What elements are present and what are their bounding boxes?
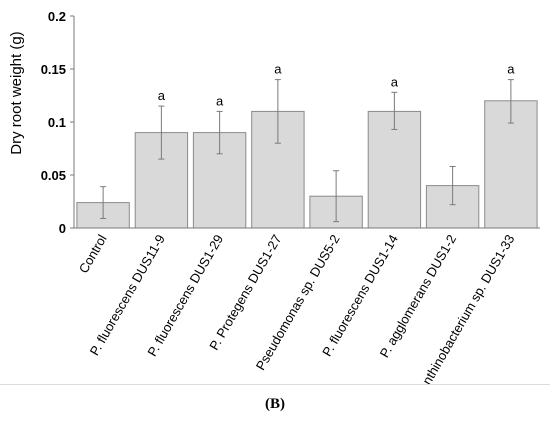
bars-layer	[76, 100, 538, 229]
y-tick-label: 0	[59, 221, 66, 236]
y-tick-label: 0.1	[48, 115, 66, 130]
figure-divider	[0, 384, 550, 385]
significance-label: a	[391, 74, 399, 89]
y-tick-label: 0.2	[48, 9, 66, 24]
x-tick-label: Janthinobacterium sp. DUS1-33	[412, 232, 517, 385]
significance-label: a	[216, 93, 224, 108]
x-tick-label: Control	[76, 232, 110, 276]
axes-layer	[70, 15, 540, 229]
y-axis-label: Dry root weight (g)	[8, 31, 25, 154]
y-tick-label: 0.05	[41, 168, 66, 183]
significance-labels-layer: a a a a a	[158, 62, 516, 109]
panel-label: (B)	[0, 396, 550, 413]
significance-label: a	[158, 88, 166, 103]
error-bars-layer	[100, 79, 514, 223]
significance-label: a	[507, 62, 515, 77]
significance-label: a	[274, 62, 282, 77]
y-tick-label: 0.15	[41, 62, 66, 77]
y-tick-labels-layer: 0 0.05 0.1 0.15 0.2	[41, 9, 66, 236]
bar	[367, 110, 422, 229]
panel-label-text: (B)	[265, 396, 285, 412]
